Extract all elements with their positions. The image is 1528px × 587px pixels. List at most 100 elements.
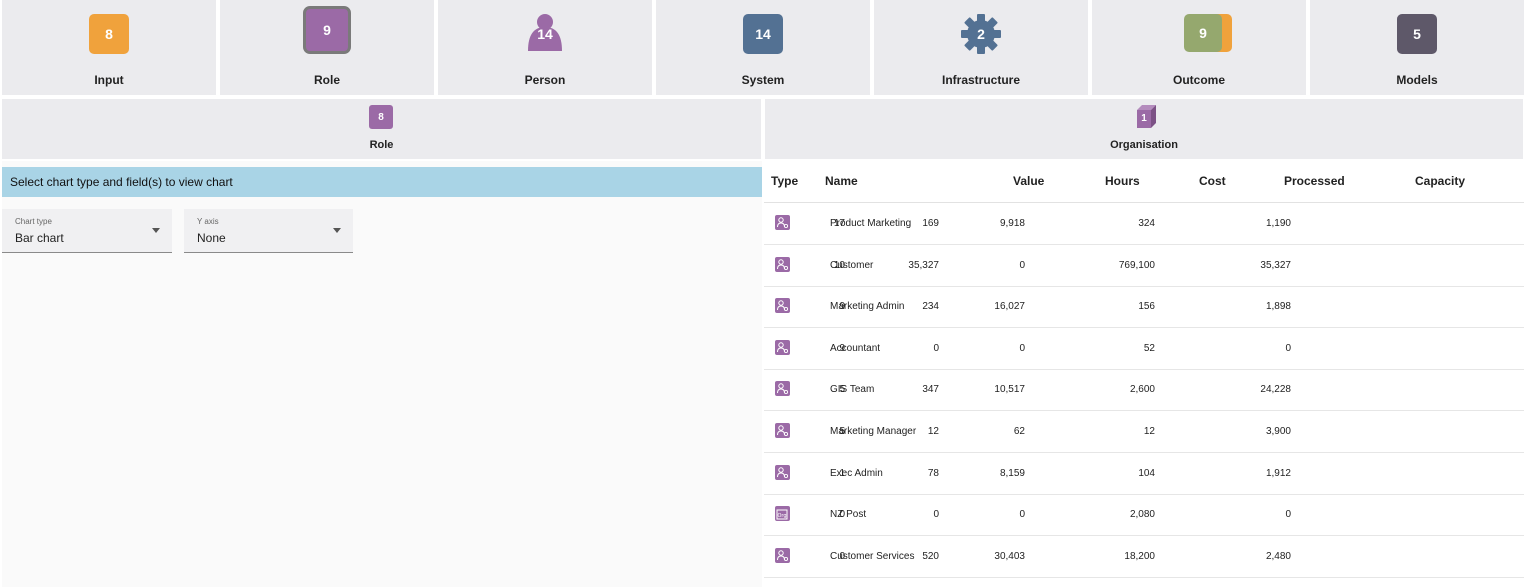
cell-name: Marketing Admin xyxy=(830,301,905,313)
y-axis-value: None xyxy=(197,231,226,245)
table-row[interactable]: GIS Team 5 347 10,517 2,600 24,228 xyxy=(764,369,1524,412)
tile-models[interactable]: 5 Models xyxy=(1310,0,1524,95)
cell-value: 9 xyxy=(839,342,845,354)
table-row[interactable]: Customer 10 35,327 0 769,100 35,327 xyxy=(764,245,1524,287)
svg-text:Org: Org xyxy=(777,513,786,519)
models-square-icon: 5 xyxy=(1397,14,1437,54)
chart-panel: Select chart type and field(s) to view c… xyxy=(2,161,762,587)
header-cost[interactable]: Cost xyxy=(1199,174,1226,188)
tile-infrastructure-label: Infrastructure xyxy=(941,73,1021,87)
cell-processed: 104 xyxy=(1138,467,1155,479)
outcome-stacked-icon: 9 xyxy=(1184,14,1232,52)
role-small-icon: 8 xyxy=(369,105,393,129)
system-square-icon: 14 xyxy=(743,14,783,54)
gear-icon: 2 xyxy=(960,13,1002,60)
tile-role[interactable]: 9 Role xyxy=(220,0,434,95)
chart-info-banner: Select chart type and field(s) to view c… xyxy=(2,167,762,197)
role-icon xyxy=(775,464,790,480)
cell-name: Marketing Manager xyxy=(830,426,917,437)
cell-cost: 30,403 xyxy=(994,550,1025,562)
cell-name: Product Marketing xyxy=(830,218,912,229)
chart-type-select[interactable]: Chart type Bar chart xyxy=(2,209,172,253)
chart-type-caption: Chart type xyxy=(15,217,52,226)
cell-value: 1 xyxy=(839,467,845,479)
cell-value: 0 xyxy=(839,509,845,521)
cell-hours: 234 xyxy=(922,301,939,313)
organisation-filter-tile[interactable]: 1 Organisation xyxy=(765,99,1523,159)
cell-cost: 0 xyxy=(1019,509,1025,521)
cell-name: GIS Team xyxy=(830,384,875,396)
header-processed[interactable]: Processed xyxy=(1284,174,1345,188)
header-hours[interactable]: Hours xyxy=(1105,174,1140,188)
tile-outcome-label: Outcome xyxy=(1172,73,1225,87)
tile-infrastructure[interactable]: 2 Infrastructure xyxy=(874,0,1088,95)
organisation-cube-icon: 1 xyxy=(1133,104,1159,135)
header-value[interactable]: Value xyxy=(1013,174,1045,188)
table-row[interactable]: Customer Services 0 520 30,403 18,200 2,480 xyxy=(764,536,1524,578)
role-count: 9 xyxy=(310,13,344,47)
organisation-icon: Org xyxy=(775,506,790,522)
cell-name: Customer xyxy=(830,259,874,271)
cell-processed: 156 xyxy=(1138,301,1155,313)
tile-person[interactable]: 14 Person xyxy=(438,0,652,95)
cell-name: Customer Services xyxy=(830,550,915,562)
cell-hours: 12 xyxy=(927,426,939,437)
cell-name: Exec Admin xyxy=(830,467,883,479)
role-square-icon: 9 xyxy=(303,6,351,54)
person-count: 14 xyxy=(537,26,553,42)
table-row[interactable]: Accountant 9 0 0 52 0 xyxy=(764,328,1524,370)
role-filter-tile[interactable]: 8 Role xyxy=(2,99,761,159)
cell-value: 5 xyxy=(839,426,845,437)
role-icon xyxy=(775,339,790,355)
data-table: Type Name Value Hours Cost Processed Cap… xyxy=(764,161,1524,579)
tile-system[interactable]: 14 System xyxy=(656,0,870,95)
cell-value: 17 xyxy=(833,218,845,229)
cell-processed: 52 xyxy=(1143,342,1155,354)
tile-input[interactable]: 8 Input xyxy=(2,0,216,95)
cell-capacity: 0 xyxy=(1285,509,1291,521)
cell-hours: 520 xyxy=(922,550,939,562)
cell-value: 0 xyxy=(839,550,845,562)
header-capacity[interactable]: Capacity xyxy=(1415,174,1466,188)
table-row[interactable]: Marketing Admin 9 234 16,027 156 1,898 xyxy=(764,286,1524,329)
role-icon xyxy=(775,298,790,314)
cell-capacity: 0 xyxy=(1285,342,1291,354)
organisation-count: 1 xyxy=(1141,113,1147,124)
header-type[interactable]: Type xyxy=(771,174,799,188)
input-square-icon: 8 xyxy=(89,14,129,54)
system-count: 14 xyxy=(743,14,783,54)
table-header: Type Name Value Hours Cost Processed Cap… xyxy=(764,161,1524,203)
cell-name: NZ Post xyxy=(830,509,867,521)
tile-models-label: Models xyxy=(1396,73,1438,87)
cell-processed: 2,600 xyxy=(1129,384,1155,396)
person-icon: 14 xyxy=(526,13,564,56)
table-row[interactable]: Exec Admin 1 78 8,159 104 1,912 xyxy=(764,453,1524,495)
cell-capacity: 1,912 xyxy=(1265,467,1291,479)
role-small-count: 8 xyxy=(369,105,393,129)
secondary-tiles: 8 Role 1 Organisation xyxy=(0,99,1528,159)
role-filter-label: Role xyxy=(369,139,394,151)
cell-hours: 169 xyxy=(922,218,939,229)
tile-outcome[interactable]: 9 Outcome xyxy=(1092,0,1306,95)
cell-hours: 347 xyxy=(922,384,939,396)
y-axis-caption: Y axis xyxy=(197,217,219,226)
y-axis-select[interactable]: Y axis None xyxy=(184,209,353,253)
cell-capacity: 1,190 xyxy=(1265,218,1291,229)
tile-role-label: Role xyxy=(313,73,340,87)
table-row[interactable]: Product Marketing 17 169 9,918 324 1,190 xyxy=(764,203,1524,245)
cell-cost: 8,159 xyxy=(999,467,1025,479)
cell-capacity: 35,327 xyxy=(1260,259,1291,271)
role-icon xyxy=(775,423,790,438)
cell-cost: 62 xyxy=(1013,426,1025,437)
table-row[interactable]: Marketing Manager 5 12 62 12 3,900 xyxy=(764,411,1524,453)
cell-value: 5 xyxy=(839,384,845,396)
header-name[interactable]: Name xyxy=(825,174,858,188)
chevron-down-icon xyxy=(333,228,341,233)
cell-processed: 12 xyxy=(1143,426,1155,437)
cell-cost: 0 xyxy=(1019,259,1025,271)
cell-value: 10 xyxy=(833,259,845,271)
input-count: 8 xyxy=(89,14,129,54)
table-row[interactable]: Org NZ Post 0 0 0 2,080 0 xyxy=(764,494,1524,537)
cell-hours: 0 xyxy=(933,342,939,354)
cell-hours: 35,327 xyxy=(908,259,939,271)
